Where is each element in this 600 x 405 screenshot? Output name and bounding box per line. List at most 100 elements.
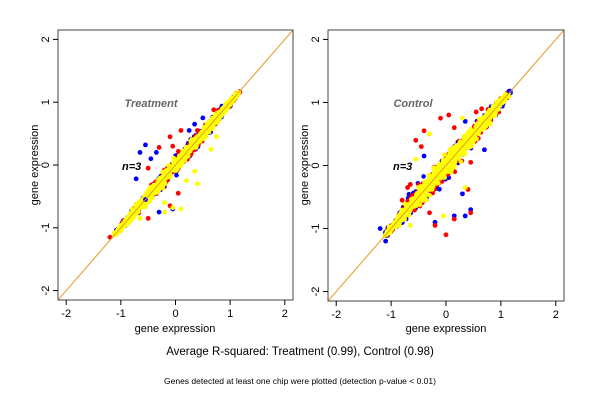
core-point: [460, 149, 465, 154]
y-tick-label: -1: [310, 224, 322, 234]
points-layer: [58, 30, 293, 300]
core-point: [179, 154, 184, 160]
core-point: [439, 165, 444, 170]
data-point: [145, 165, 151, 171]
data-point: [468, 210, 474, 216]
core-point: [448, 169, 454, 175]
core-point: [151, 189, 157, 194]
core-point: [469, 138, 475, 144]
data-point: [482, 147, 487, 153]
data-point: [460, 115, 465, 121]
data-point: [446, 112, 452, 118]
core-point: [480, 126, 486, 132]
treatment-panel: -2 -1 0 1 2 -2 -1 0 1 2 Treatment n=3 gene expres…: [29, 29, 294, 335]
core-point: [465, 137, 470, 142]
core-point: [423, 197, 429, 203]
data-point: [438, 115, 443, 121]
core-point: [112, 230, 117, 235]
core-point: [402, 201, 408, 207]
y-tick-label: 1: [310, 99, 322, 105]
data-point: [424, 178, 430, 184]
caption: Average R-squared: Treatment (0.99), Con…: [166, 346, 434, 358]
data-point: [184, 178, 189, 184]
core-point: [442, 175, 448, 180]
x-tick-label: 1: [227, 308, 233, 320]
core-point: [430, 184, 435, 190]
data-point: [462, 213, 468, 219]
x-tick-label: 2: [282, 308, 288, 320]
panel-title: Control: [393, 98, 433, 110]
x-tick-label: -1: [386, 309, 396, 321]
data-point: [170, 143, 176, 149]
core-point: [184, 150, 190, 156]
data-point: [413, 137, 419, 143]
panel-annotation: n=3: [122, 161, 141, 173]
data-point: [418, 144, 424, 149]
y-axis-label: gene expression: [29, 125, 41, 206]
core-point: [161, 174, 166, 180]
x-tick-label: 1: [498, 309, 504, 321]
y-tick-label: 0: [310, 162, 322, 168]
reference-line: [58, 30, 293, 300]
core-point: [231, 97, 236, 102]
data-point: [145, 215, 151, 221]
data-point: [214, 134, 219, 140]
data-point: [460, 191, 465, 197]
core-point: [402, 216, 407, 221]
data-point: [137, 150, 143, 155]
data-point: [162, 200, 167, 206]
data-point: [451, 125, 457, 131]
points-layer: [328, 30, 564, 301]
y-axis-label: gene expression: [299, 125, 311, 206]
data-point: [153, 150, 159, 155]
control-panel: -2 -1 0 1 2 -2 -1 0 1 2 Control n=3 gene expressi…: [299, 29, 565, 335]
core-point: [451, 145, 457, 150]
core-point: [446, 154, 452, 159]
core-point: [401, 210, 406, 216]
core-point: [176, 149, 181, 154]
data-point: [479, 106, 485, 112]
data-point: [399, 197, 405, 203]
x-tick-label: 0: [172, 308, 178, 320]
core-point: [458, 159, 464, 164]
core-point: [115, 227, 121, 233]
core-point: [407, 208, 413, 214]
core-point: [196, 134, 202, 140]
core-point: [474, 125, 479, 131]
x-axis-label: gene expression: [135, 323, 216, 335]
core-point: [208, 125, 214, 130]
data-point: [405, 185, 410, 190]
data-point: [383, 238, 389, 244]
data-point: [462, 118, 468, 124]
core-point: [472, 135, 478, 141]
data-point: [432, 222, 438, 228]
plot-area: -2 -1 0 1 2 -2 -1 0 1 2: [310, 29, 565, 321]
core-point: [155, 181, 161, 187]
x-tick-label: -2: [331, 309, 341, 321]
core-point: [441, 152, 447, 157]
data-point: [186, 128, 192, 133]
data-point: [143, 142, 148, 148]
core-point: [461, 135, 467, 140]
footnote: Genes detected at least one chip were pl…: [164, 376, 436, 386]
core-point: [423, 193, 428, 199]
data-point: [137, 215, 143, 221]
y-tick-label: 2: [310, 36, 322, 42]
y-tick-label: 2: [40, 36, 52, 42]
y-tick-label: -2: [310, 287, 322, 297]
core-point: [217, 110, 223, 115]
core-point: [197, 139, 203, 144]
data-point: [462, 185, 468, 190]
y-tick-label: -1: [40, 223, 52, 233]
core-point: [142, 204, 148, 210]
data-point: [468, 159, 474, 165]
data-point: [156, 145, 162, 150]
y-tick-label: 0: [40, 162, 52, 168]
core-point: [434, 166, 440, 171]
core-point: [451, 152, 457, 158]
y-tick-label: 1: [40, 99, 52, 105]
data-point: [208, 146, 214, 152]
core-point: [465, 143, 470, 148]
data-point: [178, 128, 184, 133]
